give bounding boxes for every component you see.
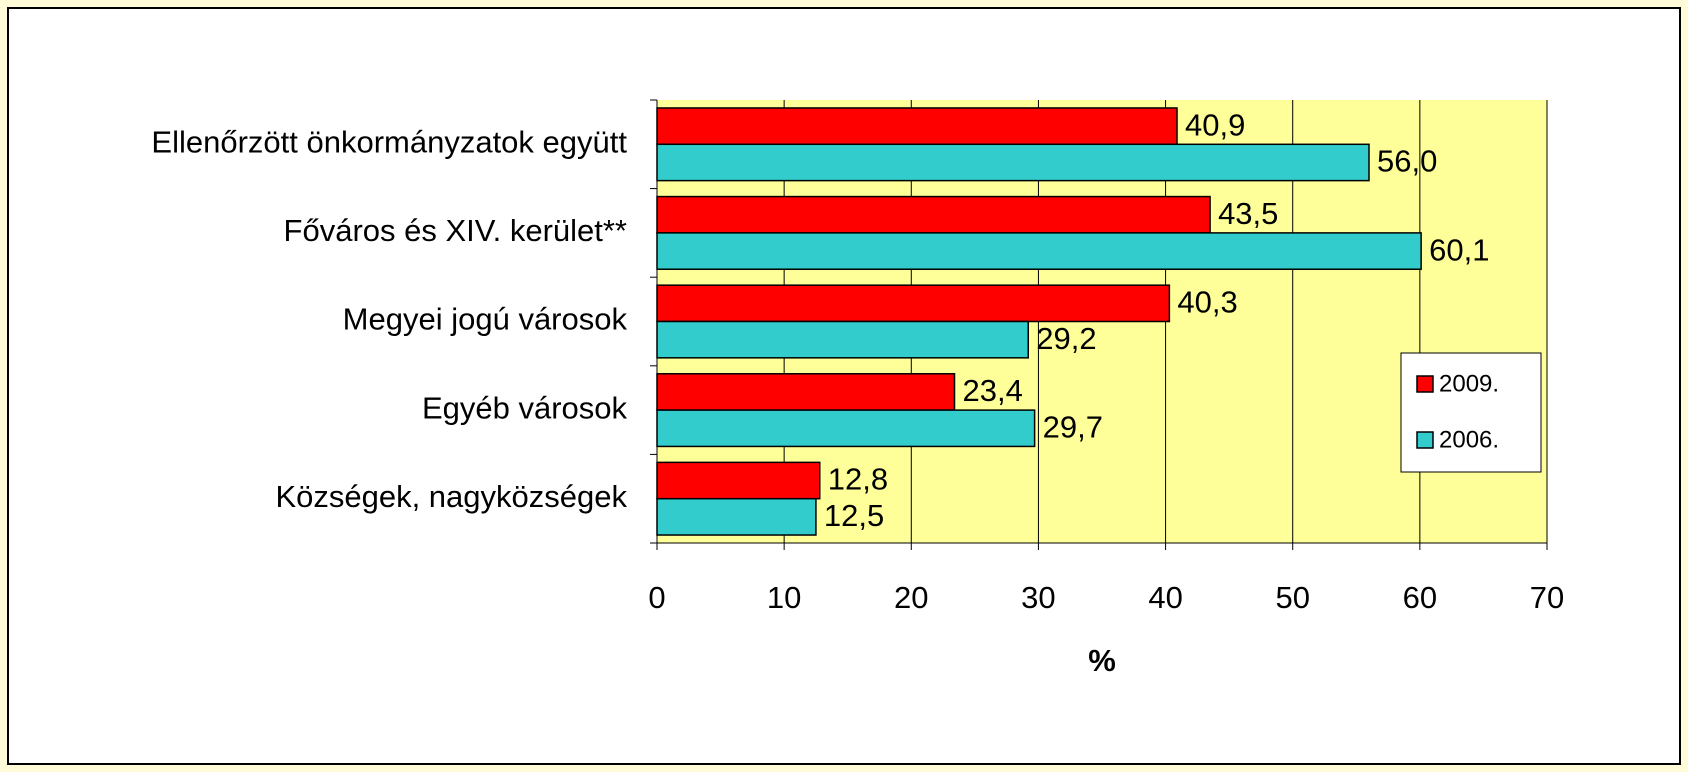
data-label: 40,3 bbox=[1177, 285, 1237, 320]
y-tick-label: Községek, nagyközségek bbox=[275, 479, 627, 514]
y-tick-label: Ellenőrzött önkormányzatok együtt bbox=[151, 124, 627, 159]
legend-box bbox=[1400, 352, 1542, 473]
y-tick-label: Egyéb városok bbox=[422, 390, 628, 425]
bar bbox=[656, 143, 1370, 182]
legend-swatch bbox=[1416, 431, 1434, 449]
x-tick-label: 0 bbox=[648, 580, 665, 615]
legend-label: 2009. bbox=[1439, 370, 1499, 397]
data-label: 12,8 bbox=[828, 462, 888, 497]
bar bbox=[656, 195, 1211, 234]
bar bbox=[656, 320, 1030, 359]
x-tick-label: 60 bbox=[1403, 580, 1437, 615]
bar bbox=[656, 284, 1171, 323]
bar bbox=[656, 373, 956, 411]
bar bbox=[656, 497, 817, 536]
y-tick-label: Megyei jogú városok bbox=[343, 302, 628, 337]
data-label: 60,1 bbox=[1429, 232, 1489, 267]
data-label: 56,0 bbox=[1377, 144, 1437, 179]
data-label: 29,2 bbox=[1036, 321, 1096, 356]
data-label: 40,9 bbox=[1185, 107, 1245, 142]
x-tick-label: 70 bbox=[1530, 580, 1564, 615]
x-tick-label: 40 bbox=[1148, 580, 1182, 615]
bar bbox=[656, 461, 821, 500]
x-tick-label: 50 bbox=[1275, 580, 1309, 615]
y-tick-label: Főváros és XIV. kerület** bbox=[284, 213, 627, 248]
bar bbox=[656, 107, 1178, 146]
x-tick-label: 30 bbox=[1021, 580, 1055, 615]
data-label: 12,5 bbox=[824, 498, 884, 533]
data-label: 43,5 bbox=[1218, 196, 1278, 231]
x-axis-title: % bbox=[1088, 643, 1116, 678]
legend-label: 2006. bbox=[1439, 426, 1499, 453]
data-label: 29,7 bbox=[1043, 409, 1103, 444]
data-label: 23,4 bbox=[963, 373, 1023, 408]
bar bbox=[656, 409, 1036, 448]
bar bbox=[656, 232, 1422, 270]
x-tick-label: 10 bbox=[767, 580, 801, 615]
legend-swatch bbox=[1416, 375, 1434, 393]
x-tick-label: 20 bbox=[894, 580, 928, 615]
